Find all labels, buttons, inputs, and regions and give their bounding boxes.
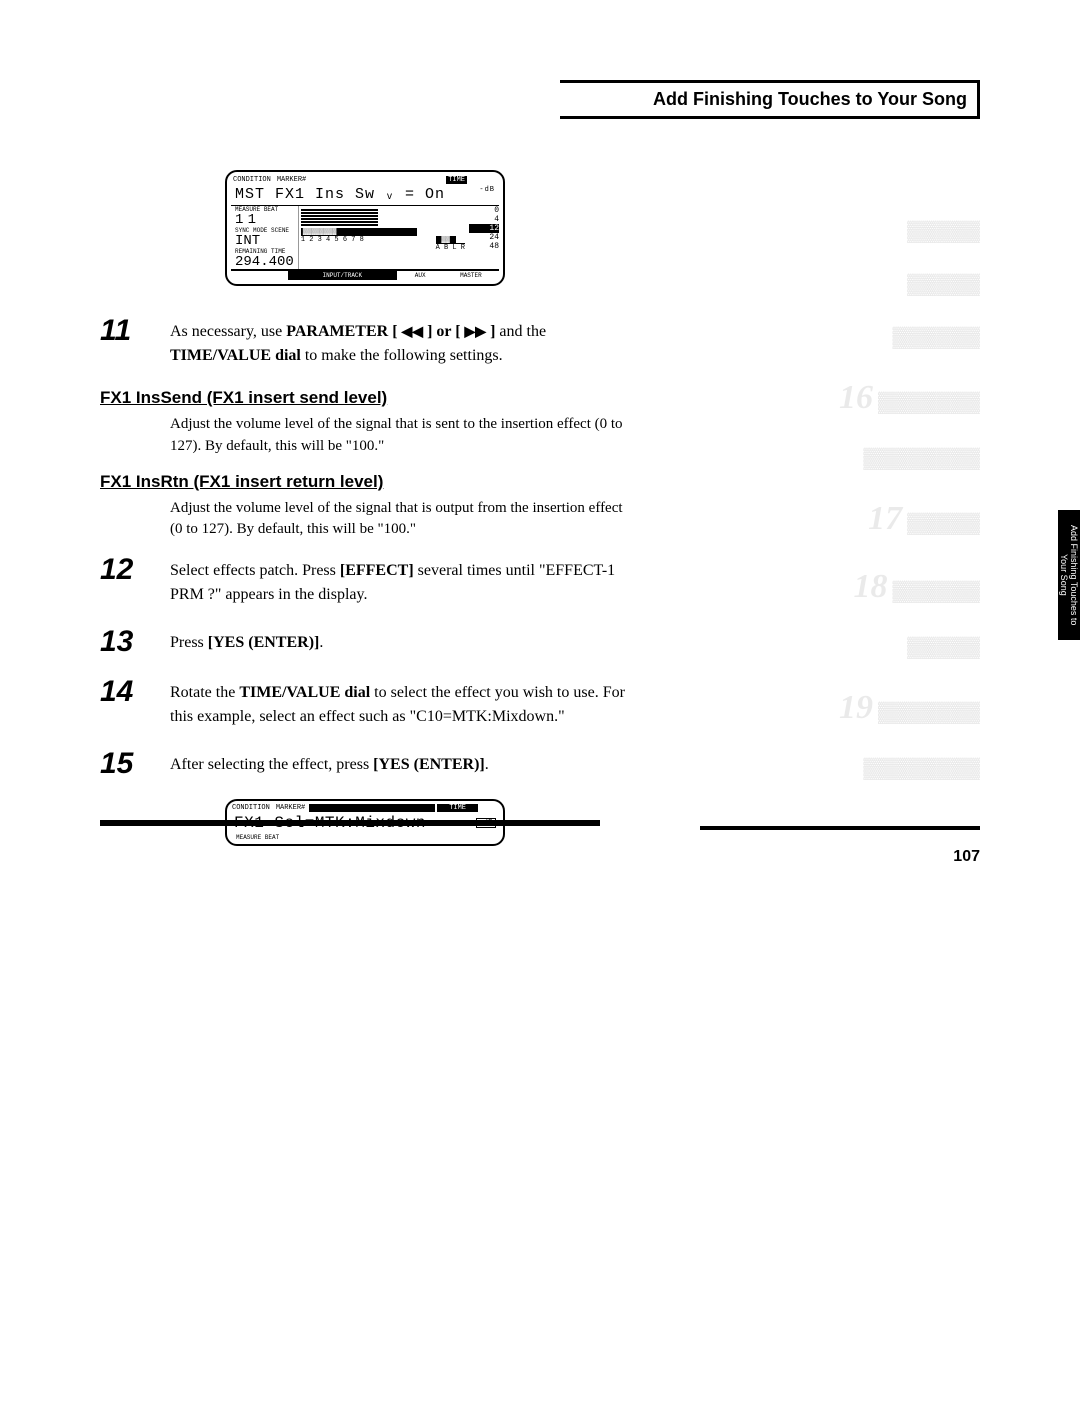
main-content: CONDITION MARKER# TIME MST FX1 Ins Sw ᵥ … bbox=[100, 170, 630, 846]
lcd1-footer-master: MASTER bbox=[444, 271, 498, 280]
lcd1-label-condition: CONDITION bbox=[231, 176, 273, 184]
section-body-inssend: Adjust the volume level of the signal th… bbox=[170, 414, 630, 458]
section-head-insrtn: FX1 InsRtn (FX1 insert return level) bbox=[100, 472, 630, 492]
lcd2-label-time: TIME bbox=[437, 804, 478, 812]
page-number: 107 bbox=[953, 848, 980, 866]
step-number: 14 bbox=[100, 677, 170, 729]
step-11: 11 As necessary, use PARAMETER [ ◀◀ ] or… bbox=[100, 316, 630, 368]
step-number: 13 bbox=[100, 627, 170, 657]
lcd1-footer-inputtrack: INPUT/TRACK bbox=[288, 271, 396, 280]
lcd1-label-marker: MARKER# bbox=[275, 176, 308, 184]
section-body-insrtn: Adjust the volume level of the signal th… bbox=[170, 498, 630, 542]
step-number: 15 bbox=[100, 749, 170, 779]
step-number: 11 bbox=[100, 316, 170, 368]
step-13: 13 Press [YES (ENTER)]. bbox=[100, 627, 630, 657]
lcd2-label-condition: CONDITION bbox=[230, 804, 272, 812]
lcd1-db-label: -dB bbox=[479, 186, 495, 203]
lcd1-measure: 1 bbox=[235, 212, 243, 228]
footer-rule bbox=[100, 820, 600, 826]
step-15: 15 After selecting the effect, press [YE… bbox=[100, 749, 630, 779]
section-head-inssend: FX1 InsSend (FX1 insert send level) bbox=[100, 388, 630, 408]
lcd1-beat: 1 bbox=[248, 212, 256, 228]
step-12: 12 Select effects patch. Press [EFFECT] … bbox=[100, 555, 630, 607]
lcd1-track-nums: 1 2 3 4 5 6 7 8 bbox=[301, 236, 430, 244]
lcd-screenshot-1: CONDITION MARKER# TIME MST FX1 Ins Sw ᵥ … bbox=[225, 170, 505, 286]
page-header-title: Add Finishing Touches to Your Song bbox=[653, 89, 967, 109]
lcd1-sync: INT bbox=[235, 234, 294, 248]
lcd1-footer-aux: AUX bbox=[399, 271, 442, 280]
step-14: 14 Rotate the TIME/VALUE dial to select … bbox=[100, 677, 630, 729]
footer-rule-right bbox=[700, 826, 980, 830]
lcd2-label-marker: MARKER# bbox=[274, 804, 307, 812]
step-number: 12 bbox=[100, 555, 170, 607]
page-header-box: Add Finishing Touches to Your Song bbox=[560, 80, 980, 119]
ghost-bleedthrough: ▓▓▓▓▓ ▓▓▓▓▓ ▓▓▓▓▓▓ 16 ▓▓▓▓▓▓▓ ▓▓▓▓▓▓▓▓ 1… bbox=[730, 190, 980, 786]
forward-icon: ▶▶ bbox=[465, 322, 487, 343]
lcd1-remain: 294.400 bbox=[235, 255, 294, 269]
lcd2-sub-labels: MEASURE BEAT bbox=[230, 834, 500, 841]
side-tab: Add Finishing Touches to Your Song bbox=[1058, 510, 1080, 640]
lcd1-label-time: TIME bbox=[446, 176, 467, 184]
lcd1-main-line: MST FX1 Ins Sw ᵥ = On bbox=[235, 186, 445, 203]
rewind-icon: ◀◀ bbox=[402, 322, 424, 343]
